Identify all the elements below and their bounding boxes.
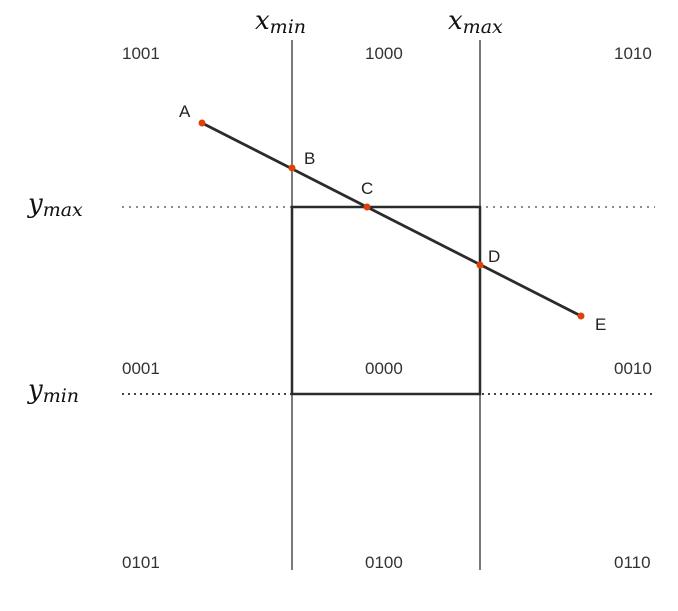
- region-code-middle-left: 0001: [122, 359, 160, 378]
- point-e-label: E: [595, 315, 606, 334]
- region-code-middle-right: 0010: [614, 359, 652, 378]
- point-b: [288, 164, 296, 172]
- region-code-bottom-left: 0101: [122, 553, 160, 572]
- point-d-label: D: [488, 247, 500, 266]
- region-code-bottom-right: 0110: [614, 553, 651, 572]
- point-a-label: A: [179, 102, 191, 121]
- y-max-label: ymax: [27, 189, 83, 221]
- region-code-bottom-center: 0100: [365, 553, 403, 572]
- region-code-top-right: 1010: [614, 44, 652, 63]
- point-b-label: B: [304, 149, 315, 168]
- clip-window: [290, 205, 482, 396]
- region-code-top-center: 1000: [365, 44, 403, 63]
- point-c-label: C: [361, 179, 373, 198]
- point-a: [198, 119, 206, 127]
- region-code-middle-center: 0000: [365, 359, 403, 378]
- point-c: [363, 203, 371, 211]
- y-min-label: ymin: [27, 375, 79, 407]
- point-e: [577, 312, 585, 320]
- point-d: [476, 261, 484, 269]
- line-segment-ae: [201, 121, 582, 318]
- x-max-label: xmax: [448, 6, 503, 38]
- region-code-top-left: 1001: [122, 44, 160, 63]
- x-min-label: xmin: [255, 6, 306, 38]
